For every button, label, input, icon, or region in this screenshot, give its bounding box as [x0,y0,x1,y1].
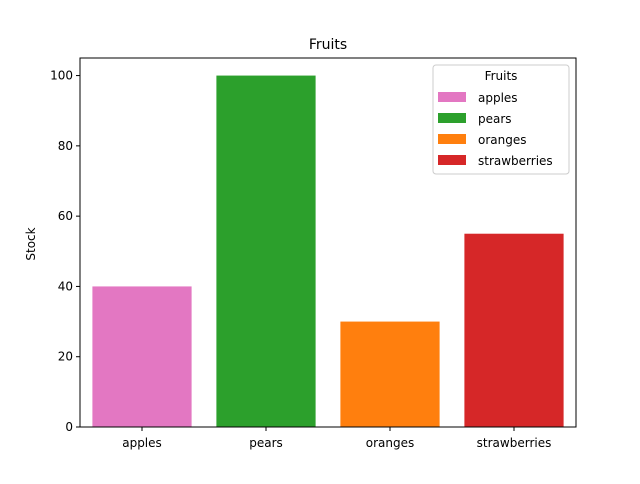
bar-pears [216,75,316,428]
legend-swatch-apples [438,92,466,102]
y-axis-label: Stock [24,227,38,260]
bar-oranges [340,321,440,427]
legend-label-apples: apples [478,91,518,105]
plot-frame [79,57,577,428]
x-tick-label: oranges [366,436,415,450]
x-tick-label: strawberries [477,436,552,450]
axes-layer: 0 20 40 60 80 100 apples pears oranges strawberri… [50,57,577,450]
legend-label-oranges: oranges [478,133,527,147]
y-tick-label: 0 [65,420,73,434]
legend: Fruits apples pears oranges strawberries [432,64,570,175]
x-tick-label: pears [249,436,283,450]
y-tick-label: 20 [58,350,73,364]
y-tick-label: 60 [58,209,73,223]
bars-layer [92,75,564,428]
legend-box [432,64,570,175]
legend-title: Fruits [485,69,518,83]
legend-swatch-pears [438,113,466,123]
y-tick-label: 80 [58,139,73,153]
legend-swatch-strawberries [438,155,466,165]
legend-swatch-oranges [438,134,466,144]
x-tick-label: apples [122,436,162,450]
y-tick-label: 100 [50,69,73,83]
bar-strawberries [464,233,564,427]
legend-label-strawberries: strawberries [478,154,553,168]
y-tick-label: 40 [58,279,73,293]
bar-apples [92,286,192,427]
legend-label-pears: pears [478,112,512,126]
chart-title: Fruits [309,37,347,53]
